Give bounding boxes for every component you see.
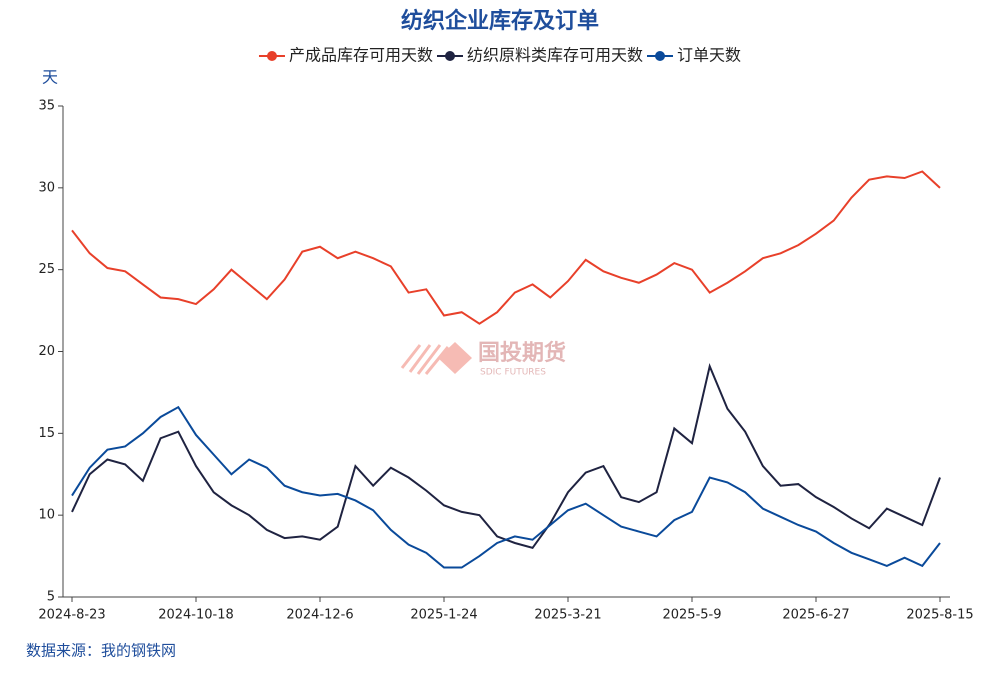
legend: 产成品库存可用天数 纺织原料类库存可用天数 订单天数 (258, 46, 741, 65)
legend-label: 订单天数 (677, 46, 741, 65)
watermark-diamond (438, 342, 472, 374)
x-tick-label: 2024-10-18 (158, 608, 234, 623)
legend-marker (444, 51, 455, 61)
watermark-logo (400, 344, 450, 375)
y-tick-label: 35 (38, 99, 55, 114)
chart-title: 纺织企业库存及订单 (401, 8, 599, 34)
y-tick-label: 20 (38, 344, 55, 359)
x-tick-label: 2025-5-9 (662, 608, 721, 623)
x-tick-label: 2025-8-15 (906, 608, 973, 623)
source: 数据来源：我的钢铁网 (26, 642, 176, 660)
series-line (71, 362, 941, 550)
legend-marker (655, 51, 666, 61)
series-line (71, 405, 941, 569)
legend-marker (266, 51, 277, 61)
y-tick-label: 30 (38, 180, 55, 195)
x-tick-label: 2024-12-6 (286, 608, 353, 623)
legend-label: 产成品库存可用天数 (289, 46, 433, 65)
y-tick-label: 25 (38, 262, 55, 277)
series-line (71, 170, 941, 325)
watermark-name: 国投期货 (478, 340, 566, 366)
x-tick-label: 2025-1-24 (410, 608, 477, 623)
x-tick-label: 2024-8-23 (38, 608, 105, 623)
watermark: 国投期货 SDIC FUTURES (400, 340, 566, 378)
y-tick-label: 15 (38, 426, 55, 441)
y-tick-label: 10 (38, 508, 55, 523)
y-tick-label: 5 (47, 590, 55, 605)
watermark-subname: SDIC FUTURES (480, 368, 546, 378)
y-unit: 天 (42, 68, 58, 87)
legend-label: 纺织原料类库存可用天数 (467, 46, 643, 65)
x-tick-label: 2025-6-27 (782, 608, 849, 623)
x-tick-label: 2025-3-21 (534, 608, 601, 623)
